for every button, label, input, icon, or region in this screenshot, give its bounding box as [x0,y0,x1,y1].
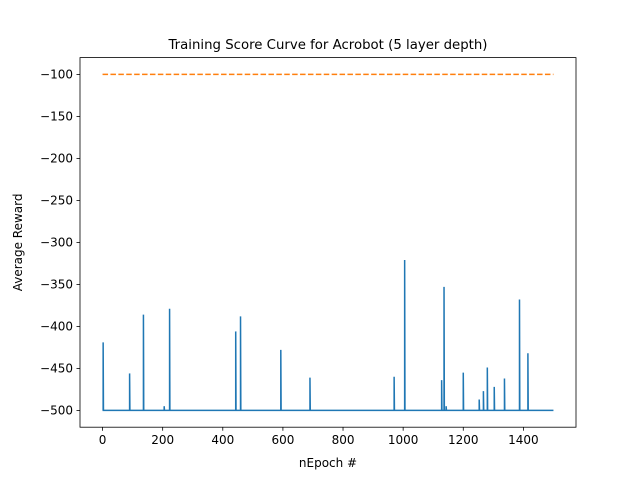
x-tick-label: 600 [271,433,294,447]
chart-title: Training Score Curve for Acrobot (5 laye… [168,38,488,53]
x-tick-label: 1400 [508,433,539,447]
x-tick-label: 400 [211,433,234,447]
y-tick-label: −250 [40,194,73,208]
y-tick-label: −150 [40,110,73,124]
x-tick-label: 1200 [448,433,479,447]
x-tick-label: 800 [332,433,355,447]
y-tick-label: −200 [40,152,73,166]
x-axis-label: nEpoch # [299,456,357,470]
y-tick-label: −350 [40,278,73,292]
plot-content [102,73,554,412]
x-tick-label: 200 [151,433,174,447]
x-tick-label: 1000 [388,433,419,447]
y-tick-label: −100 [40,68,73,82]
y-axis-label: Average Reward [11,194,25,292]
y-tick-label: −500 [40,404,73,418]
y-tick-label: −400 [40,320,73,334]
x-axis: 0 200 400 600 800 1000 1200 1400 [99,427,539,447]
y-axis: −500 −450 −400 −350 −300 −250 −200 −150 −100 [40,68,80,418]
x-tick-label: 0 [99,433,107,447]
y-tick-label: −450 [40,362,73,376]
series-line-0 [102,260,554,412]
plot-frame [79,57,577,428]
y-tick-label: −300 [40,236,73,250]
